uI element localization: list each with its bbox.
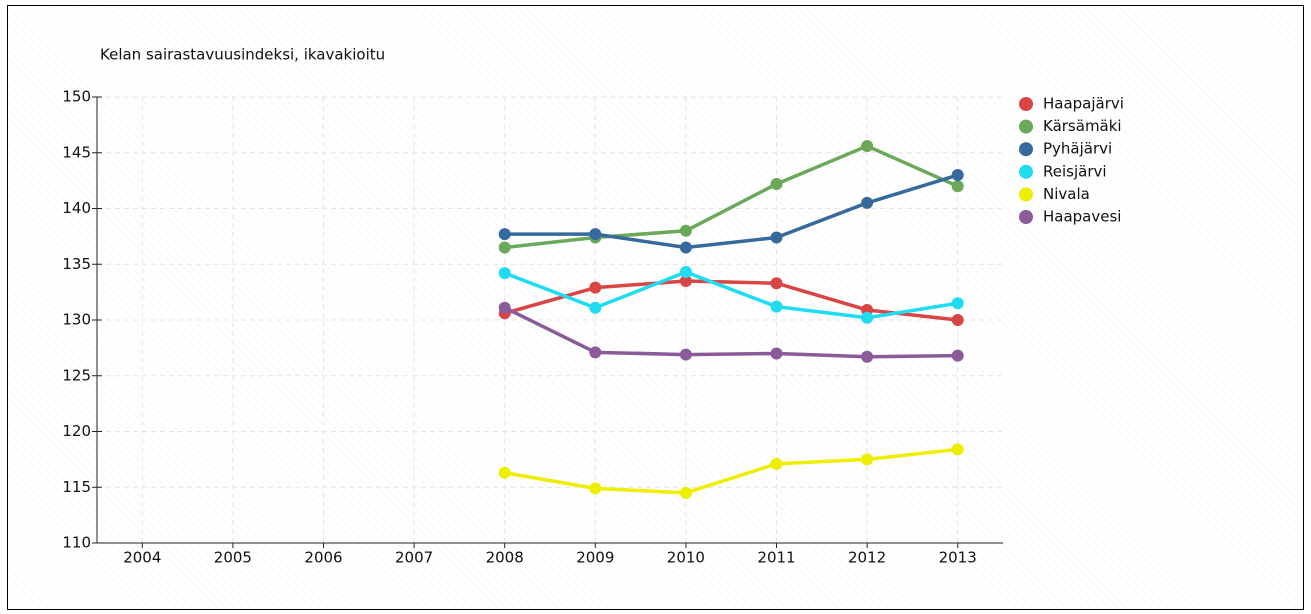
legend-label: Pyhäjärvi: [1043, 140, 1112, 158]
legend-swatch: [1019, 164, 1033, 179]
frame: [7, 5, 1304, 610]
series-line: [503, 306, 958, 359]
y-tick-label: 125: [62, 366, 91, 384]
legend-swatch: [1019, 119, 1033, 134]
data-point: [589, 482, 602, 495]
y-tick-label: 120: [62, 422, 91, 440]
series-line: [504, 144, 959, 250]
data-point: [770, 347, 783, 360]
y-tick-label: 115: [62, 478, 91, 496]
data-point: [679, 266, 692, 279]
data-point: [770, 177, 783, 190]
series-line: [504, 173, 959, 250]
y-tick-label: 135: [62, 255, 91, 273]
data-point: [498, 301, 511, 314]
legend-label: Haapavesi: [1043, 208, 1121, 226]
x-tick-label: 2010: [667, 549, 705, 567]
x-tick-label: 2005: [214, 549, 252, 567]
data-point: [589, 228, 602, 241]
data-point: [770, 231, 783, 244]
legend-label: Kärsämäki: [1043, 117, 1122, 135]
data-point: [679, 241, 692, 254]
data-point: [861, 311, 874, 324]
chart-title: Kelan sairastavuusindeksi, ikavakioitu: [100, 46, 385, 64]
data-point: [589, 346, 602, 359]
data-point: [498, 466, 511, 479]
x-tick-label: 2009: [576, 549, 614, 567]
x-tick-label: 2006: [304, 549, 342, 567]
x-tick-label: 2011: [757, 549, 795, 567]
x-tick-label: 2007: [395, 549, 433, 567]
data-point: [951, 443, 964, 456]
data-point: [770, 457, 783, 470]
y-tick-label: 140: [62, 199, 91, 217]
data-point: [861, 140, 874, 153]
x-tick-label: 2008: [486, 549, 524, 567]
data-point: [951, 180, 964, 193]
data-point: [498, 267, 511, 280]
data-point: [951, 297, 964, 310]
data-point: [861, 453, 874, 466]
legend-label: Nivala: [1043, 185, 1090, 203]
data-point: [770, 277, 783, 290]
series-line: [504, 447, 958, 495]
data-point: [951, 314, 964, 326]
data-point: [679, 486, 692, 499]
legend-label: Reisjärvi: [1043, 162, 1107, 180]
x-tick-label: 2013: [939, 549, 977, 567]
y-tick-label: 150: [62, 88, 91, 106]
y-tick-label: 130: [62, 311, 91, 329]
data-point: [861, 196, 874, 209]
x-tick-label: 2012: [848, 549, 886, 567]
data-point: [951, 349, 964, 362]
legend-swatch: [1019, 97, 1033, 111]
y-tick-label: 110: [62, 534, 91, 552]
series-line: [504, 270, 958, 320]
legend-label: Haapajärvi: [1043, 95, 1124, 113]
data-point: [498, 228, 511, 241]
data-point: [589, 301, 602, 314]
data-point: [679, 224, 692, 237]
legend-swatch: [1019, 142, 1033, 157]
legend-swatch: [1019, 187, 1033, 202]
data-point: [770, 300, 783, 313]
legend-swatch: [1019, 210, 1033, 224]
data-point: [498, 241, 511, 254]
data-point: [861, 350, 874, 363]
y-tick-label: 145: [62, 143, 91, 161]
x-tick-label: 2004: [123, 549, 161, 567]
data-point: [951, 169, 964, 182]
data-point: [679, 348, 692, 361]
data-point: [679, 274, 692, 287]
data-point: [589, 281, 602, 294]
series-line: [504, 279, 958, 322]
